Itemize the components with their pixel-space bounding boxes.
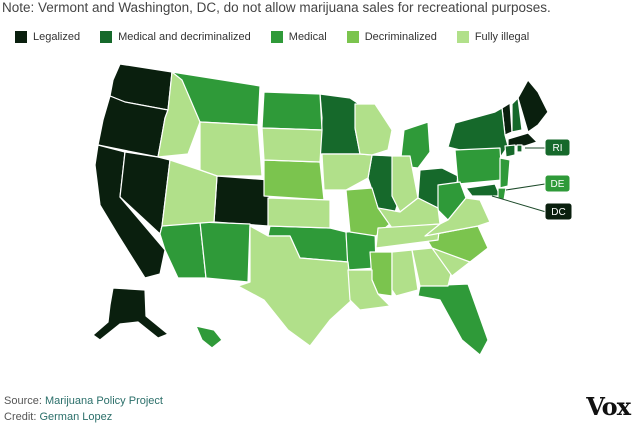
legend-label-fully-illegal: Fully illegal	[474, 31, 530, 43]
legend-item-legalized: Legalized	[15, 31, 80, 43]
legend-swatch-decriminalized	[346, 31, 359, 43]
state-nj	[499, 157, 511, 189]
state-ut	[161, 159, 218, 227]
state-la	[347, 269, 391, 311]
state-fl	[417, 283, 489, 356]
state-wy	[199, 121, 263, 177]
badge-ri-box	[544, 138, 571, 157]
state-pa	[454, 147, 503, 185]
badge-dc-label: DC	[551, 207, 565, 218]
state-me	[517, 79, 549, 133]
state-ia	[321, 153, 373, 191]
badge-dc-box	[544, 202, 573, 221]
badge-de: DE	[505, 174, 571, 193]
state-id	[157, 71, 201, 158]
us-map: RI DE DC	[92, 63, 573, 356]
legend-item-fully-illegal: Fully illegal	[456, 31, 530, 43]
legend-label-legalized: Legalized	[33, 31, 81, 43]
state-al	[391, 249, 419, 297]
badge-ri: RI	[525, 138, 571, 157]
legend-item-decriminalized: Decriminalized	[346, 31, 437, 43]
legend-swatch-legalized	[15, 31, 27, 43]
state-ne	[263, 159, 325, 201]
badge-de-box	[544, 174, 571, 193]
state-wi	[354, 103, 393, 156]
state-co	[213, 175, 271, 227]
credit-line: Credit: German Lopez	[4, 411, 112, 423]
state-nd	[261, 91, 323, 131]
state-ct	[504, 144, 516, 158]
state-tx	[237, 225, 353, 347]
credit-label: Credit:	[4, 411, 40, 423]
legend-item-medical-decriminalized: Medical and decriminalized	[100, 31, 251, 43]
state-md	[465, 183, 501, 197]
state-ri-badge-anchor	[516, 144, 523, 153]
source-link[interactable]: Marijuana Policy Project	[44, 395, 163, 407]
legalized-states	[92, 63, 549, 341]
legend-swatch-medical-decriminalized	[100, 31, 113, 43]
map-note: Note: Vermont and Washington, DC, do not…	[2, 0, 551, 15]
state-sd	[261, 127, 323, 163]
source-label: Source:	[4, 395, 45, 407]
state-az	[159, 221, 207, 279]
badge-dc: DC	[491, 195, 573, 221]
legend-swatch-fully-illegal	[456, 31, 469, 43]
legend: Legalized Medical and decriminalized Med…	[15, 29, 549, 45]
state-nh	[511, 97, 523, 133]
legend-item-medical: Medical	[270, 31, 327, 43]
state-ga	[411, 247, 453, 287]
state-ny	[447, 107, 509, 159]
credit-link[interactable]: German Lopez	[39, 411, 113, 423]
state-hi	[195, 325, 223, 349]
state-ks	[267, 197, 331, 229]
source-line: Source: Marijuana Policy Project	[4, 395, 163, 407]
legend-label-medical: Medical	[288, 31, 327, 43]
state-nm	[199, 221, 251, 283]
badge-de-label: DE	[551, 179, 565, 190]
legend-swatch-medical	[270, 31, 283, 43]
fully-illegal-states	[157, 71, 491, 347]
badge-ri-label: RI	[553, 143, 563, 154]
vox-logo: Vox	[586, 392, 631, 421]
state-ma	[507, 132, 538, 147]
state-va	[424, 197, 491, 237]
legend-label-decriminalized: Decriminalized	[364, 31, 437, 43]
legend-label-medical-decriminalized: Medical and decriminalized	[118, 31, 251, 43]
badge-de-leader	[505, 183, 546, 191]
state-sc	[431, 247, 471, 277]
state-ak	[92, 287, 169, 341]
badge-dc-leader	[491, 195, 547, 213]
state-tn	[375, 223, 441, 249]
